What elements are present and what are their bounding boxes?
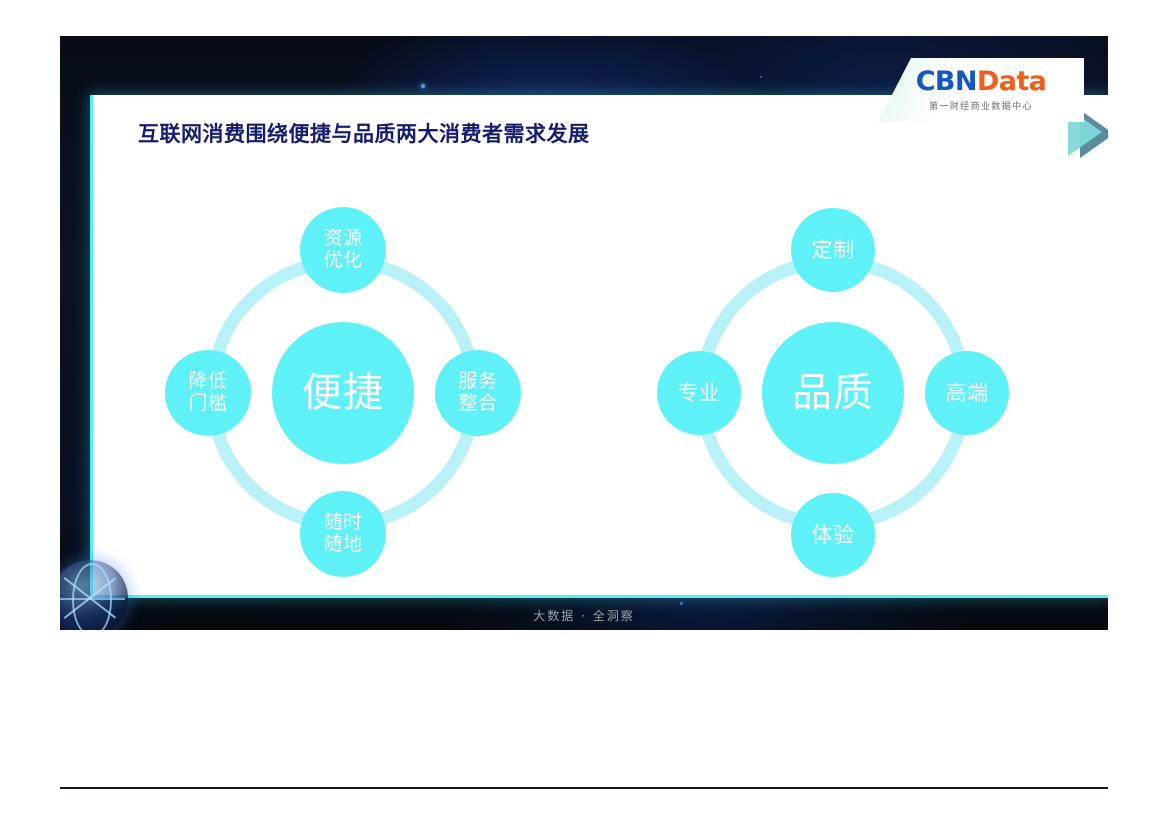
slide-title: 互联网消费围绕便捷与品质两大消费者需求发展 [138, 122, 590, 146]
globe-meridian [71, 563, 113, 630]
node-resource-optimization[interactable]: 资源 优化 [300, 207, 386, 293]
cbndata-logo: CBNData 第一财经商业数据中心 [878, 58, 1084, 122]
background-speck [680, 602, 683, 605]
node-experience[interactable]: 体验 [791, 493, 875, 577]
globe-equator [60, 598, 125, 600]
logo-cbn-text: CBN [915, 66, 978, 97]
diagram-quality: 定制 高端 体验 专业 品质 [653, 208, 1013, 577]
node-center-convenience[interactable]: 便捷 [272, 322, 414, 464]
globe-decoration-icon [60, 560, 128, 630]
background-speck [421, 84, 425, 88]
node-lower-barrier[interactable]: 降低 门槛 [165, 350, 251, 436]
node-anytime-anywhere[interactable]: 随时 随地 [300, 491, 386, 577]
diagram-convenience: 资源 优化 服务 整合 随时 随地 降低 门槛 便捷 [163, 207, 523, 577]
slide-footer-text: 大数据 · 全洞察 [533, 608, 635, 623]
node-professional[interactable]: 专业 [657, 351, 741, 435]
presentation-slide: CBNData 第一财经商业数据中心 互联网消费围绕便捷与品质两大消费者需求发展… [60, 36, 1108, 630]
logo-wordmark: CBNData [916, 68, 1047, 95]
node-label-line2: 整合 [458, 392, 498, 414]
logo-subtitle: 第一财经商业数据中心 [928, 102, 1033, 112]
node-label-line2: 优化 [323, 249, 363, 271]
node-service-integration[interactable]: 服务 整合 [435, 350, 521, 436]
node-label-line2: 门槛 [188, 392, 228, 414]
node-customization[interactable]: 定制 [791, 208, 875, 292]
slide-footer: 大数据 · 全洞察 [60, 600, 1108, 630]
logo-data-text: Data [976, 66, 1047, 97]
node-label-line1: 服务 [458, 370, 498, 393]
page-divider-rule [60, 787, 1108, 789]
node-label-line1: 降低 [188, 370, 228, 393]
node-label-line1: 资源 [323, 227, 363, 250]
node-label-line2: 随地 [323, 533, 363, 555]
node-label-line1: 随时 [323, 511, 363, 534]
background-speck [760, 76, 762, 78]
slide-content-panel: 互联网消费围绕便捷与品质两大消费者需求发展 资源 优化 服务 整合 随时 随地 [90, 95, 1108, 598]
node-premium[interactable]: 高端 [925, 351, 1009, 435]
node-center-quality[interactable]: 品质 [762, 322, 904, 464]
